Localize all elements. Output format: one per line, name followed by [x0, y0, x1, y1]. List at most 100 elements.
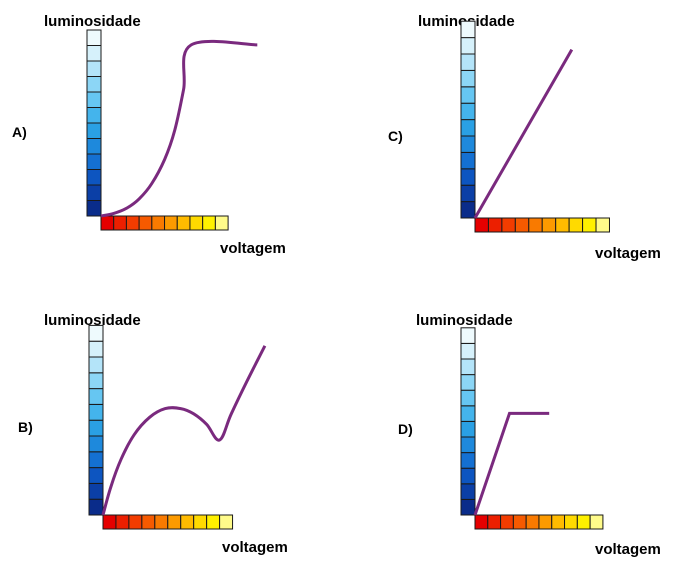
panel-d-voltage-cell [589, 514, 604, 530]
panel-b-luminosity-cell [88, 356, 104, 374]
panel-d-luminosity-cell [460, 389, 476, 407]
panel-d-luminosity-cell [460, 342, 476, 360]
panel-d-voltage-cell [500, 514, 514, 530]
panel-d-luminosity-cell [460, 452, 476, 469]
panel-b-ylabel: luminosidade [44, 312, 141, 329]
panel-b-luminosity-cell [88, 372, 104, 390]
panel-d-luminosity-cell [460, 420, 476, 438]
panel-d-plot [460, 327, 604, 530]
panel-b-voltage-cell [167, 514, 182, 530]
panel-b-luminosity-cell [88, 467, 104, 484]
panel-b-voltage-cell [102, 514, 117, 530]
panel-c-voltage-cell [582, 217, 597, 233]
panel-b-plot [88, 324, 267, 530]
panel-a: luminosidade voltagem A) [12, 13, 286, 257]
panel-c-luminosity-cell [460, 184, 476, 203]
panel-a-luminosity-cell [86, 153, 102, 170]
panel-c-luminosity-cell [460, 151, 476, 170]
panel-a-voltage-cell [113, 215, 127, 231]
panel-b-luminosity-cell [88, 324, 104, 342]
panel-d-luminosity-cell [460, 374, 476, 391]
panel-d-luminosity-cell [460, 405, 476, 422]
panel-c-voltage-cell [541, 217, 557, 233]
panel-d-label: D) [398, 421, 413, 437]
panel-c-voltage-cell [514, 217, 530, 233]
panel-b-luminosity-cell [88, 482, 104, 500]
panel-c-voltage-cell [487, 217, 503, 233]
panel-d-luminosity-cell [460, 467, 476, 485]
panel-c-curve [473, 48, 574, 219]
panel-c-luminosity-cell [460, 20, 476, 39]
panel-a-luminosity-cell [86, 60, 102, 77]
panel-a-luminosity-cell [86, 200, 102, 217]
panel-c-luminosity-cell [460, 86, 476, 104]
panel-c-luminosity-cell [460, 37, 476, 55]
panel-a-luminosity-cell [86, 169, 102, 186]
panel-b-luminosity-cell [88, 388, 104, 405]
panel-a-luminosity-cell [86, 76, 102, 93]
panel-a-voltage-cell [202, 215, 216, 231]
panel-d-curve [473, 411, 550, 516]
panel-a-voltage-cell [125, 215, 140, 231]
panel-a-luminosity-cell [86, 107, 102, 124]
panel-a-voltage-cell [214, 215, 229, 231]
panel-b-voltage-cell [206, 514, 221, 530]
panel-d-luminosity-cell [460, 498, 476, 516]
panel-a-luminosity-cell [86, 91, 102, 108]
panel-d: luminosidade voltagem D) [398, 312, 661, 558]
panel-a-voltage-cell [164, 215, 178, 231]
panel-c-voltage-cell [555, 217, 570, 233]
panel-b-voltage-cell [141, 514, 156, 530]
panel-d-luminosity-cell [460, 327, 476, 344]
panel-a-luminosity-cell [86, 45, 102, 62]
panel-d-xlabel: voltagem [595, 541, 661, 557]
panel-b-curve [101, 345, 267, 516]
panel-d-voltage-cell [564, 514, 578, 530]
panel-b: luminosidade voltagem B) [18, 312, 288, 556]
panel-b-voltage-cell [193, 514, 208, 530]
panel-b-luminosity-cell [88, 451, 104, 469]
panel-b-voltage-cell [219, 514, 234, 530]
panel-a-ylabel: luminosidade [44, 13, 141, 30]
panel-a-voltage-cell [151, 215, 166, 231]
panel-d-voltage-cell [512, 514, 527, 530]
panel-a-curve [100, 39, 258, 218]
panel-a-voltage-cell [138, 215, 153, 231]
panel-a-voltage-cell [100, 215, 115, 231]
panel-c-luminosity-cell [460, 102, 476, 121]
panel-b-voltage-cell [128, 514, 143, 530]
panel-b-voltage-cell [154, 514, 169, 530]
panel-d-voltage-cell [474, 514, 489, 530]
panel-a-voltage-cell [176, 215, 191, 231]
panel-a-voltage-cell [189, 215, 204, 231]
panel-d-luminosity-cell [460, 483, 476, 500]
panel-a-luminosity-cell [86, 184, 102, 201]
panel-b-luminosity-cell [88, 403, 104, 421]
panel-a-luminosity-cell [86, 122, 102, 139]
panel-c-luminosity-cell [460, 168, 476, 186]
panel-d-voltage-cell [551, 514, 566, 530]
panel-c: luminosidade voltagem C) [388, 13, 661, 262]
panel-d-voltage-cell [525, 514, 540, 530]
panel-c-luminosity-cell [460, 119, 476, 137]
panel-d-ylabel: luminosidade [416, 312, 513, 329]
panel-a-label: A) [12, 124, 27, 140]
panel-b-xlabel: voltagem [222, 539, 288, 556]
panel-d-voltage-cell [576, 514, 591, 530]
panel-a-xlabel: voltagem [220, 240, 286, 257]
panel-c-voltage-cell [474, 217, 489, 233]
panel-b-voltage-cell [115, 514, 130, 530]
panel-b-luminosity-cell [88, 419, 104, 437]
panel-c-xlabel: voltagem [595, 245, 661, 262]
panel-c-luminosity-cell [460, 69, 476, 88]
panel-c-voltage-cell [595, 217, 610, 233]
panel-c-voltage-cell [528, 217, 543, 233]
panel-a-luminosity-cell [86, 29, 102, 46]
panel-b-luminosity-cell [88, 340, 104, 358]
panel-b-luminosity-cell [88, 498, 104, 516]
panel-b-luminosity-cell [88, 435, 104, 453]
panel-b-voltage-cell [180, 514, 195, 530]
panel-c-plot [460, 20, 610, 233]
